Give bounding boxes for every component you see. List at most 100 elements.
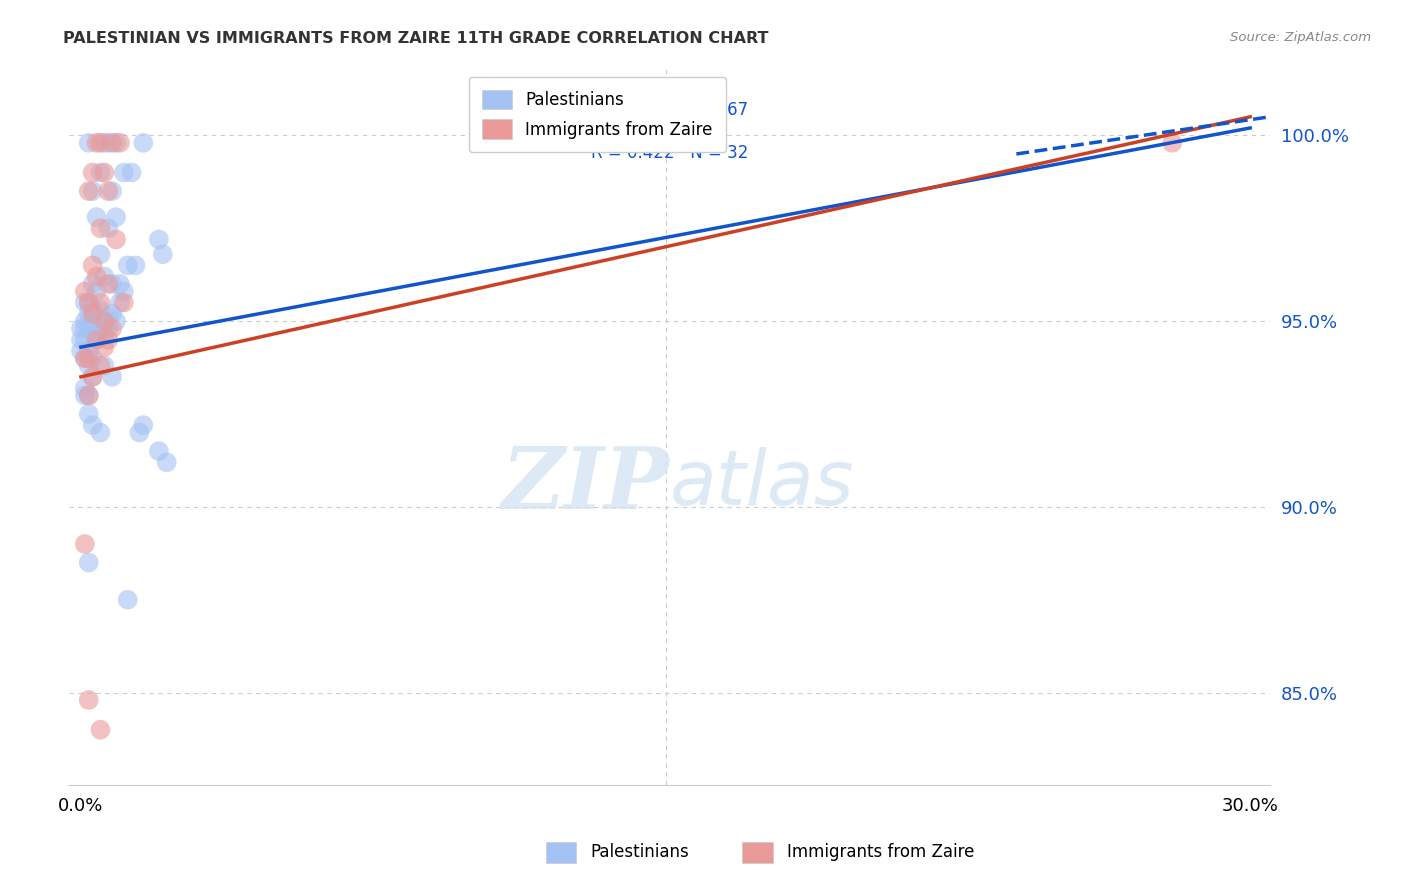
- Point: [101, 321, 124, 335]
- Point: [82, 184, 104, 198]
- Point: [152, 247, 174, 261]
- Point: [156, 455, 179, 469]
- Point: [73, 351, 96, 366]
- Point: [82, 369, 104, 384]
- Point: [70, 343, 93, 358]
- Point: [82, 259, 104, 273]
- Point: [73, 537, 96, 551]
- Point: [86, 210, 108, 224]
- Point: [101, 136, 124, 150]
- Point: [77, 318, 100, 332]
- Point: [89, 165, 111, 179]
- Point: [77, 359, 100, 373]
- Point: [82, 303, 104, 318]
- Point: [86, 269, 108, 284]
- Point: [86, 333, 108, 347]
- Point: [93, 136, 115, 150]
- Text: PALESTINIAN VS IMMIGRANTS FROM ZAIRE 11TH GRADE CORRELATION CHART: PALESTINIAN VS IMMIGRANTS FROM ZAIRE 11T…: [63, 31, 769, 46]
- Point: [93, 318, 115, 332]
- Point: [82, 307, 104, 321]
- Text: Palestinians: Palestinians: [591, 843, 689, 861]
- Point: [112, 285, 135, 299]
- Text: ZIP: ZIP: [502, 442, 669, 526]
- Point: [105, 314, 128, 328]
- Point: [117, 259, 139, 273]
- Text: Immigrants from Zaire: Immigrants from Zaire: [787, 843, 974, 861]
- Text: R = 0.292   N = 67: R = 0.292 N = 67: [592, 101, 748, 119]
- Point: [1161, 136, 1184, 150]
- Point: [101, 184, 124, 198]
- Point: [77, 556, 100, 570]
- Point: [93, 165, 115, 179]
- Point: [77, 184, 100, 198]
- Point: [82, 325, 104, 339]
- Point: [121, 165, 143, 179]
- Point: [89, 136, 111, 150]
- Point: [132, 136, 155, 150]
- Point: [97, 333, 120, 347]
- Point: [77, 295, 100, 310]
- Point: [77, 295, 100, 310]
- Point: [73, 333, 96, 347]
- Point: [82, 277, 104, 291]
- Point: [73, 321, 96, 335]
- Point: [101, 369, 124, 384]
- Point: [82, 351, 104, 366]
- Point: [77, 307, 100, 321]
- Point: [73, 388, 96, 402]
- Point: [101, 307, 124, 321]
- Point: [77, 693, 100, 707]
- Point: [148, 444, 170, 458]
- Point: [86, 285, 108, 299]
- Point: [89, 314, 111, 328]
- Point: [97, 310, 120, 325]
- Point: [128, 425, 150, 440]
- Point: [73, 295, 96, 310]
- Point: [93, 359, 115, 373]
- Point: [73, 381, 96, 395]
- Point: [97, 184, 120, 198]
- Point: [117, 592, 139, 607]
- Point: [70, 321, 93, 335]
- Point: [97, 221, 120, 235]
- Point: [82, 314, 104, 328]
- Point: [89, 221, 111, 235]
- Point: [70, 333, 93, 347]
- Point: [89, 359, 111, 373]
- Point: [108, 136, 131, 150]
- Point: [89, 295, 111, 310]
- Point: [86, 333, 108, 347]
- Point: [93, 340, 115, 354]
- Point: [132, 418, 155, 433]
- Point: [86, 136, 108, 150]
- Point: [105, 136, 128, 150]
- Point: [73, 351, 96, 366]
- Point: [82, 369, 104, 384]
- Point: [77, 407, 100, 421]
- Point: [73, 314, 96, 328]
- Point: [89, 723, 111, 737]
- Point: [108, 277, 131, 291]
- Point: [93, 329, 115, 343]
- Legend: Palestinians, Immigrants from Zaire: Palestinians, Immigrants from Zaire: [468, 77, 725, 152]
- Point: [77, 136, 100, 150]
- Text: Source: ZipAtlas.com: Source: ZipAtlas.com: [1230, 31, 1371, 45]
- Point: [112, 165, 135, 179]
- Point: [108, 295, 131, 310]
- Point: [89, 321, 111, 335]
- Point: [101, 277, 124, 291]
- Point: [77, 388, 100, 402]
- Point: [124, 259, 146, 273]
- Point: [82, 418, 104, 433]
- Point: [73, 285, 96, 299]
- Point: [93, 269, 115, 284]
- Point: [77, 388, 100, 402]
- Point: [105, 232, 128, 246]
- Point: [105, 210, 128, 224]
- Text: R = 0.422   N = 32: R = 0.422 N = 32: [592, 144, 749, 161]
- Point: [86, 314, 108, 328]
- Point: [112, 295, 135, 310]
- Text: atlas: atlas: [669, 448, 853, 521]
- Point: [89, 247, 111, 261]
- Point: [77, 351, 100, 366]
